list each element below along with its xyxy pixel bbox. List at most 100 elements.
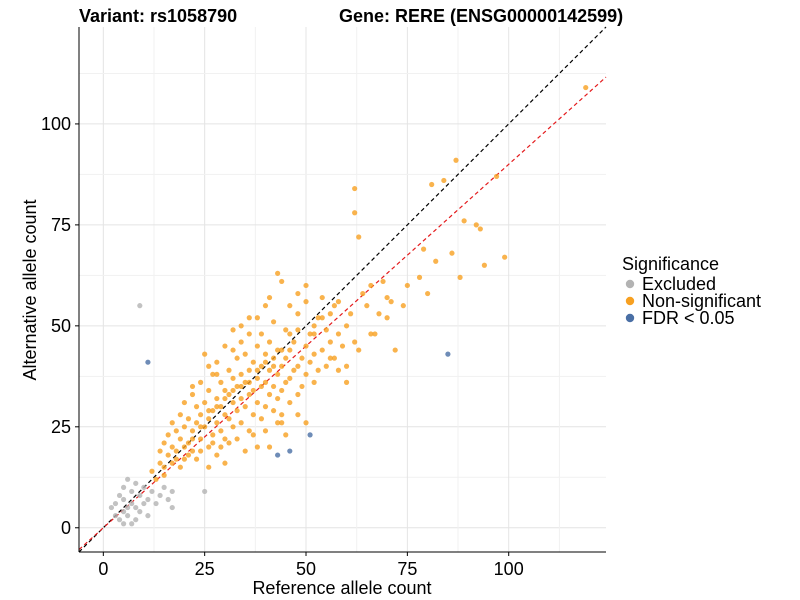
data-point	[262, 303, 269, 309]
data-point	[250, 432, 256, 438]
data-point	[120, 521, 127, 527]
data-point	[161, 464, 167, 470]
data-point	[214, 404, 220, 410]
data-point	[238, 371, 244, 377]
data-point	[266, 294, 273, 301]
data-point	[275, 347, 281, 353]
data-point	[125, 513, 131, 519]
data-point	[173, 448, 179, 454]
data-point	[283, 355, 289, 361]
data-point	[279, 347, 285, 353]
data-point	[266, 391, 273, 398]
legend: Significance ExcludedNon-significantFDR …	[622, 254, 761, 328]
data-point	[222, 412, 228, 418]
data-point	[262, 359, 269, 365]
data-point	[202, 488, 208, 495]
data-point	[206, 464, 212, 470]
data-point	[165, 452, 171, 458]
data-point	[258, 416, 265, 422]
data-point	[331, 355, 337, 361]
data-point	[352, 185, 358, 192]
data-point	[295, 327, 301, 333]
data-point	[238, 339, 244, 345]
data-point	[299, 355, 305, 361]
data-point	[283, 327, 289, 333]
data-point	[295, 290, 301, 297]
data-point	[242, 379, 248, 385]
data-point	[315, 315, 321, 321]
data-point	[230, 375, 236, 381]
data-point	[266, 444, 273, 450]
data-point	[453, 157, 459, 163]
data-point	[473, 222, 479, 228]
data-point	[116, 517, 123, 523]
data-point	[161, 440, 167, 446]
data-point	[307, 359, 313, 365]
data-point	[226, 416, 232, 422]
data-point	[108, 504, 115, 511]
data-point	[137, 492, 143, 499]
data-point	[157, 492, 163, 499]
data-point	[303, 282, 309, 289]
data-point	[222, 436, 228, 442]
data-point	[169, 504, 175, 511]
data-point	[246, 391, 252, 398]
data-point	[246, 367, 252, 373]
data-point	[177, 464, 183, 470]
data-point	[303, 420, 309, 426]
data-point	[234, 436, 240, 442]
data-point	[360, 290, 366, 297]
data-point	[226, 440, 232, 446]
data-point	[420, 246, 427, 252]
data-point	[319, 347, 325, 353]
data-point	[210, 432, 216, 438]
series-fdr-0-05	[145, 351, 451, 458]
data-point	[339, 343, 346, 349]
data-point	[141, 500, 147, 507]
data-point	[262, 379, 269, 385]
data-point	[177, 436, 183, 442]
y-tick-label: 25	[51, 417, 71, 437]
data-point	[376, 311, 382, 317]
data-point	[230, 424, 236, 430]
data-point	[335, 299, 342, 305]
data-point	[307, 432, 313, 438]
data-point	[335, 331, 342, 337]
data-point	[165, 432, 171, 438]
grid	[79, 27, 606, 552]
data-point	[234, 408, 240, 414]
data-point	[270, 355, 277, 361]
data-point	[112, 500, 119, 507]
data-point	[287, 399, 293, 406]
data-point	[275, 371, 281, 377]
data-point	[222, 343, 228, 349]
data-point	[226, 367, 232, 373]
data-point	[335, 367, 342, 373]
data-point	[323, 363, 329, 369]
data-point	[352, 339, 358, 345]
data-point	[315, 367, 321, 373]
data-point	[202, 399, 208, 406]
data-point	[311, 323, 317, 329]
data-point	[343, 363, 350, 369]
data-point	[416, 274, 423, 280]
data-point	[291, 367, 297, 373]
data-point	[125, 476, 131, 482]
data-point	[214, 359, 220, 365]
data-point	[222, 460, 228, 466]
legend-label: Excluded	[642, 274, 716, 294]
data-point	[181, 399, 187, 406]
data-point	[311, 379, 317, 385]
data-point	[210, 440, 216, 446]
data-point	[185, 440, 192, 446]
data-point	[230, 399, 236, 406]
x-axis-title: Reference allele count	[252, 578, 431, 598]
data-point	[319, 315, 325, 321]
data-point	[206, 363, 212, 369]
data-point	[198, 448, 204, 454]
data-point	[238, 395, 244, 402]
data-point	[250, 412, 256, 418]
data-point	[356, 347, 362, 353]
y-tick-label: 100	[41, 114, 71, 134]
